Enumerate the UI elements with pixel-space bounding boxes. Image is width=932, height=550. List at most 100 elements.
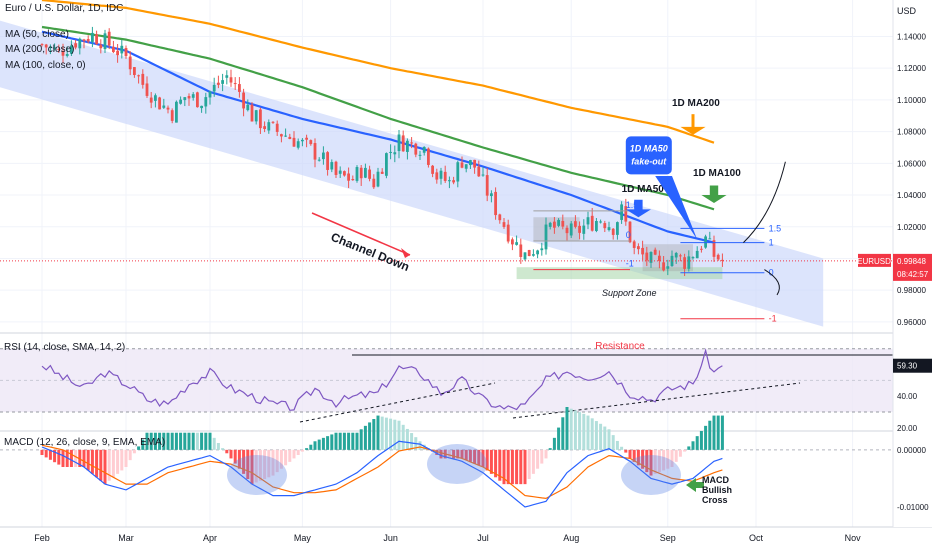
macd-histogram-bar <box>502 449 506 485</box>
candle-body <box>422 146 426 153</box>
macd-histogram-bar <box>565 407 569 450</box>
macd-histogram-bar <box>166 432 170 450</box>
macd-histogram-bar <box>116 449 120 474</box>
candle-body <box>607 227 611 231</box>
label-ma100: 1D MA100 <box>693 168 741 179</box>
candle-body <box>133 67 136 76</box>
macd-histogram-bar <box>569 408 573 450</box>
channel-arrow-head <box>401 248 410 258</box>
label-ma50: 1D MA50 <box>622 184 665 195</box>
moving-averages <box>41 0 715 244</box>
candle-body <box>716 254 720 260</box>
macd-histogram-bar <box>389 418 393 450</box>
macd-title[interactable]: MACD (12, 26, close, 9, EMA, EMA) <box>4 437 166 448</box>
candle-body <box>86 39 90 42</box>
macd-histogram-bar <box>86 449 90 471</box>
fakeout-line2: fake-out <box>631 156 667 166</box>
macd-histogram-bar <box>342 432 346 450</box>
macd-histogram-bar <box>452 449 456 459</box>
candle-body <box>208 91 212 98</box>
macd-histogram-bar <box>494 449 498 478</box>
candle-body <box>586 217 590 225</box>
candle-body <box>170 110 174 121</box>
candle-body <box>590 215 594 231</box>
macd-histogram-bar <box>687 446 691 450</box>
price-axis[interactable]: USD0.960000.980001.000001.020001.040001.… <box>857 0 932 527</box>
candle-body <box>683 257 686 269</box>
candlesticks[interactable] <box>40 26 724 277</box>
macd-histogram-bar <box>174 432 178 450</box>
rsi-title[interactable]: RSI (14, close, SMA, 14, 2) <box>4 342 126 353</box>
macd-histogram-bar <box>674 449 678 462</box>
candle-body <box>196 92 199 108</box>
candle-body <box>502 222 506 227</box>
candle-body <box>343 171 346 176</box>
fakeout-bubble <box>625 136 672 175</box>
legend-ma200[interactable]: MA (200, close) <box>5 44 75 55</box>
candle-body <box>154 95 157 101</box>
fib-label: 0 <box>626 230 631 240</box>
macd-histogram-bar <box>573 410 577 450</box>
candle-body <box>347 173 350 181</box>
candle-body <box>40 44 44 46</box>
macd-histogram-bar <box>720 415 724 450</box>
macd-histogram-bar <box>187 432 191 450</box>
macd-histogram-bar <box>250 449 254 485</box>
time-tick-label: Mar <box>118 533 134 543</box>
macd-histogram-bar <box>645 449 649 473</box>
label-macd-cross: Cross <box>702 495 728 505</box>
macd-histogram-bar <box>111 449 115 478</box>
time-tick-label: Sep <box>660 533 676 543</box>
candle-body <box>296 141 300 148</box>
candle-body <box>141 73 145 85</box>
candle-body <box>389 151 392 153</box>
macd-histogram-bar <box>90 449 94 474</box>
currency-label: USD <box>897 6 917 16</box>
legend-ma100[interactable]: MA (100, close, 0) <box>5 60 86 71</box>
macd-histogram-bar <box>225 449 229 454</box>
time-axis[interactable]: Feb Mar Apr May Jun Jul Aug Sep Oct Nov <box>34 533 861 543</box>
candle-body <box>548 222 552 227</box>
candle-body <box>679 255 682 257</box>
symbol-title[interactable]: Euro / U.S. Dollar, 1D, IDC <box>5 3 124 14</box>
rsi-tick-label: 20.00 <box>897 424 918 433</box>
macd-histogram-bar <box>313 441 317 450</box>
macd-histogram-bar <box>128 449 132 461</box>
macd-histogram-bar <box>435 449 439 455</box>
candle-body <box>515 242 518 245</box>
signal-line <box>41 444 723 500</box>
macd-histogram-bar <box>531 449 535 474</box>
candle-body <box>187 96 191 99</box>
candle-body <box>112 46 115 53</box>
candle-body <box>452 180 455 183</box>
macd-tick-label: -0.01000 <box>897 503 929 512</box>
macd-histogram-bar <box>510 449 514 485</box>
macd-histogram-bar <box>683 449 687 452</box>
macd-histogram-bar <box>191 432 195 450</box>
macd-histogram-bar <box>632 449 636 462</box>
rsi-pane[interactable]: Resistance <box>0 341 893 423</box>
candle-body <box>603 223 607 229</box>
candle-body <box>464 164 468 169</box>
candle-body <box>124 48 128 57</box>
macd-histogram-bar <box>540 449 544 464</box>
candle-body <box>322 152 325 160</box>
candle-body <box>624 206 628 222</box>
macd-histogram-bar <box>641 449 645 469</box>
candle-body <box>95 34 98 45</box>
macd-histogram-bar <box>481 449 485 467</box>
macd-histogram-bar <box>246 449 250 479</box>
candle-body <box>250 104 254 122</box>
macd-histogram-bar <box>586 415 590 450</box>
rsi-value-badge-text: 59.30 <box>897 362 918 371</box>
macd-histogram-bar <box>519 449 523 485</box>
macd-histogram-bar <box>489 449 493 474</box>
macd-cross-arrow <box>686 478 704 492</box>
legend-ma50[interactable]: MA (50, close) <box>5 29 69 40</box>
macd-histogram-bar <box>355 432 359 450</box>
candle-body <box>263 126 266 129</box>
candle-body <box>469 160 472 166</box>
candle-body <box>238 84 241 92</box>
